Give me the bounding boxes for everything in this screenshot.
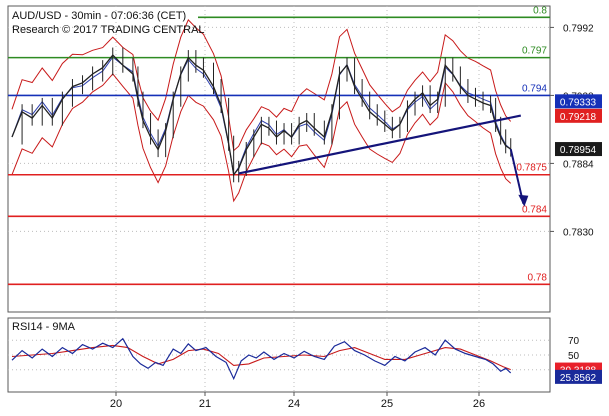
level-label: 0.794 xyxy=(522,83,547,94)
rsi-tick-label: 50 xyxy=(568,351,580,362)
price-badge-value: 0.79218 xyxy=(560,112,597,123)
level-label: 0.784 xyxy=(522,204,547,215)
level-label: 0.7875 xyxy=(516,163,547,174)
x-axis: 20 21 24 25 26 xyxy=(110,392,485,410)
rsi-series: 70503030.318825.8562 xyxy=(8,336,602,384)
grid-layer xyxy=(8,6,550,392)
rsi-panel xyxy=(7,317,551,393)
chart-title: AUD/USD - 30min - 07:06:36 (CET) xyxy=(12,10,186,22)
rsi-title: RSI14 - 9MA xyxy=(12,321,76,333)
bollinger-lower xyxy=(11,73,512,203)
x-tick-label: 21 xyxy=(199,398,211,410)
rsi-ma-line xyxy=(11,344,511,371)
y-tick-label: 0.7884 xyxy=(563,159,594,170)
level-label: 0.8 xyxy=(533,5,547,16)
forecast-arrow-head xyxy=(518,194,529,207)
chart-credit: Research © 2017 TRADING CENTRAL xyxy=(12,24,205,36)
forecast-arrow-shaft xyxy=(509,148,525,204)
bollinger-upper xyxy=(11,19,512,152)
rising-trendline xyxy=(238,114,522,175)
rsi-badge-value: 25.8562 xyxy=(560,373,597,384)
level-label: 0.797 xyxy=(522,46,547,57)
price-badge-value: 0.79333 xyxy=(560,97,597,108)
price-badge xyxy=(555,94,602,109)
price-badges: 0.79333 0.79218 0.78954 xyxy=(555,94,602,157)
rsi-tick-label: 70 xyxy=(568,336,580,347)
rsi-line xyxy=(11,337,512,381)
x-tick-label: 26 xyxy=(473,398,485,410)
x-tick-label: 20 xyxy=(110,398,122,410)
key-levels: 0.8 0.797 0.794 0.7875 0.784 0.78 xyxy=(8,5,550,286)
level-label: 0.78 xyxy=(528,272,548,283)
x-tick-label: 25 xyxy=(381,398,393,410)
rsi-badge xyxy=(555,369,602,384)
price-series xyxy=(11,47,512,183)
price-badge xyxy=(555,108,602,123)
y-tick-label: 0.7830 xyxy=(563,227,594,238)
x-tick-label: 24 xyxy=(288,398,300,410)
price-badge-value: 0.78954 xyxy=(560,145,597,156)
price-badge xyxy=(555,142,602,157)
y-tick-label: 0.7992 xyxy=(563,23,594,34)
trendline-layer xyxy=(238,114,529,207)
